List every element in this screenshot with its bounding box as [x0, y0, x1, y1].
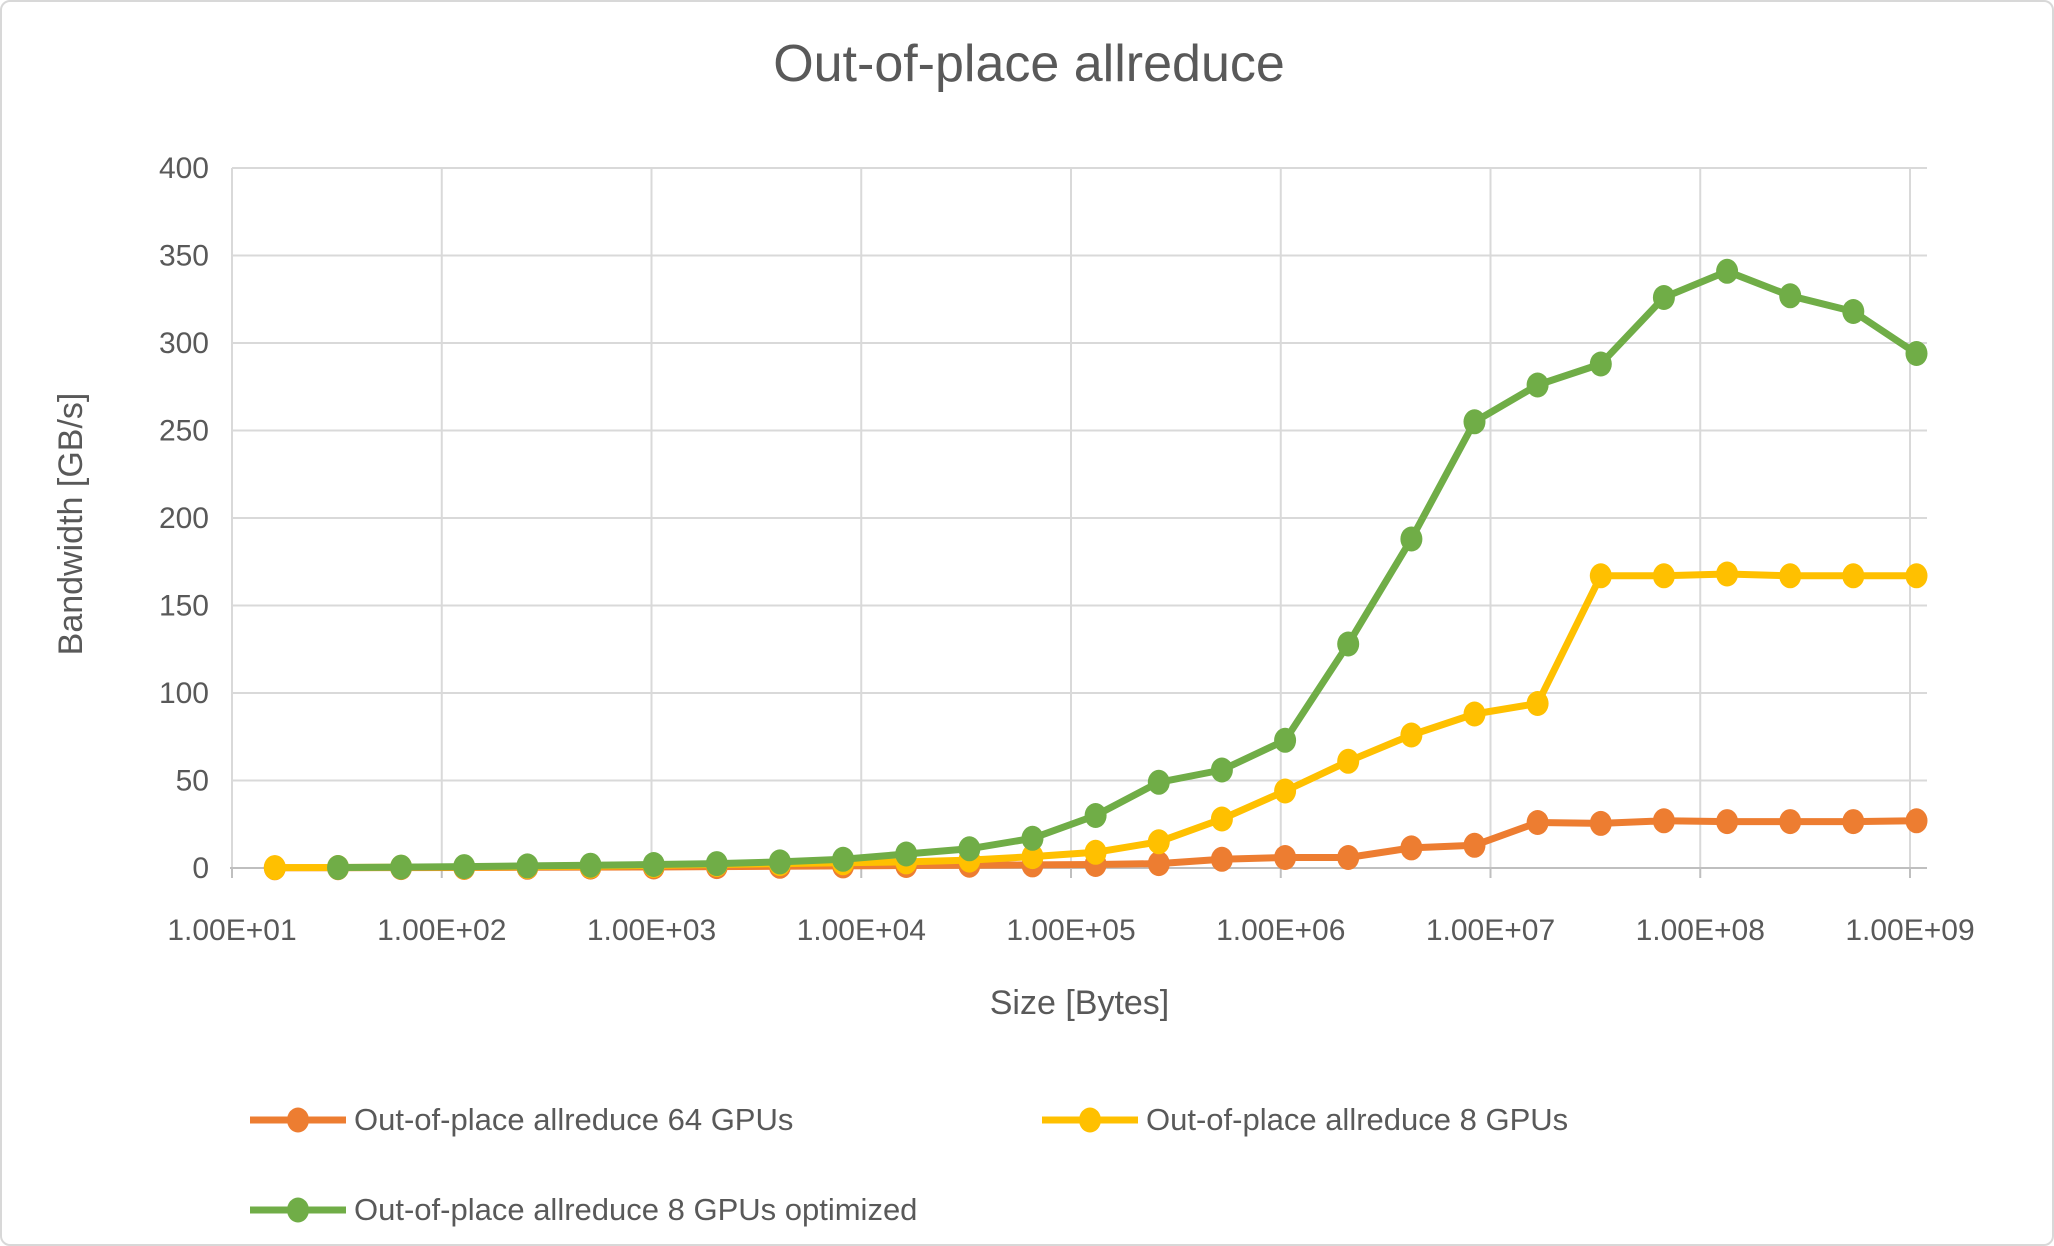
data-point-marker — [705, 851, 728, 877]
y-axis-title: Bandwidth [GB/s] — [52, 392, 90, 656]
data-point-marker — [1274, 778, 1297, 804]
data-point-marker — [1210, 757, 1233, 783]
data-point-marker — [1274, 727, 1297, 753]
y-tick-label: 50 — [176, 765, 209, 798]
tick-labels: 1.00E+01 1.00E+02 1.00E+03 1.00E+04 1.00E+05… — [159, 152, 1975, 947]
x-tick-label: 1.00E+05 — [1006, 914, 1135, 947]
y-tick-label: 100 — [159, 677, 209, 710]
gridlines — [231, 167, 1927, 868]
chart-title: Out-of-place allreduce — [773, 35, 1285, 93]
data-point-marker — [1084, 803, 1107, 828]
data-point-marker — [1779, 809, 1802, 835]
y-tick-label: 250 — [159, 415, 209, 448]
data-point-marker — [1842, 299, 1865, 324]
series-line — [334, 267, 1920, 871]
data-point-marker — [642, 852, 665, 877]
data-point-marker — [1842, 563, 1865, 589]
data-point-marker — [1716, 258, 1739, 284]
data-point-marker — [1652, 563, 1675, 589]
data-point-marker — [453, 854, 476, 880]
y-tick-label: 0 — [192, 852, 209, 885]
data-point-marker — [579, 852, 602, 878]
data-point-marker — [1400, 526, 1423, 552]
x-tick-label: 1.00E+07 — [1426, 914, 1555, 947]
data-point-marker — [958, 836, 981, 862]
data-point-marker — [1589, 563, 1612, 589]
series-1 — [263, 561, 1928, 881]
data-point-marker — [1337, 845, 1360, 870]
y-tick-label: 350 — [159, 240, 209, 273]
data-point-marker — [1526, 810, 1549, 835]
y-tick-label: 300 — [159, 327, 209, 360]
y-tick-label: 400 — [159, 152, 209, 185]
data-point-marker — [1337, 748, 1360, 774]
data-point-marker — [1589, 810, 1612, 836]
data-point-marker — [832, 846, 855, 872]
data-point-marker — [1463, 409, 1486, 435]
data-point-marker — [327, 855, 349, 880]
data-point-marker — [1084, 839, 1107, 865]
series-2 — [327, 258, 1928, 880]
data-point-marker — [1652, 808, 1675, 834]
data-point-marker — [1652, 285, 1675, 310]
x-tick-label: 1.00E+09 — [1845, 914, 1974, 947]
data-point-marker — [390, 854, 413, 880]
data-point-marker — [1779, 563, 1802, 589]
x-axis-title: Size [Bytes] — [989, 984, 1170, 1022]
data-point-marker — [1400, 835, 1423, 861]
data-point-marker — [895, 841, 918, 867]
x-tick-label: 1.00E+06 — [1216, 914, 1345, 947]
data-point-marker — [1147, 851, 1170, 877]
data-point-marker — [1274, 845, 1297, 870]
data-point-marker — [1905, 341, 1928, 366]
y-tick-label: 150 — [159, 590, 209, 623]
data-point-marker — [1589, 351, 1612, 377]
data-point-marker — [516, 853, 539, 879]
data-point-marker — [1779, 283, 1802, 309]
x-tick-label: 1.00E+04 — [797, 914, 926, 947]
data-point-marker — [1210, 806, 1233, 832]
data-point-marker — [1716, 561, 1739, 587]
data-point-marker — [1905, 563, 1928, 589]
data-point-marker — [1463, 832, 1486, 858]
data-point-marker — [1716, 809, 1739, 835]
data-point-marker — [1337, 631, 1360, 657]
data-point-marker — [1021, 844, 1044, 870]
x-tick-label: 1.00E+03 — [587, 914, 716, 947]
data-point-marker — [1021, 825, 1044, 851]
data-point-marker — [1526, 691, 1549, 716]
x-tick-label: 1.00E+08 — [1636, 914, 1765, 947]
data-point-marker — [1147, 769, 1170, 795]
data-point-marker — [1147, 829, 1170, 855]
data-point-marker — [1463, 701, 1486, 727]
x-tick-label: 1.00E+01 — [167, 914, 296, 947]
x-tick-label: 1.00E+02 — [377, 914, 506, 947]
data-point-marker — [1400, 722, 1423, 748]
y-tick-label: 200 — [159, 502, 209, 535]
data-point-marker — [1210, 846, 1233, 872]
data-point-marker — [1905, 808, 1928, 834]
data-point-marker — [263, 855, 286, 881]
data-point-marker — [1842, 809, 1865, 835]
data-point-marker — [1526, 372, 1549, 398]
data-point-marker — [768, 849, 791, 875]
